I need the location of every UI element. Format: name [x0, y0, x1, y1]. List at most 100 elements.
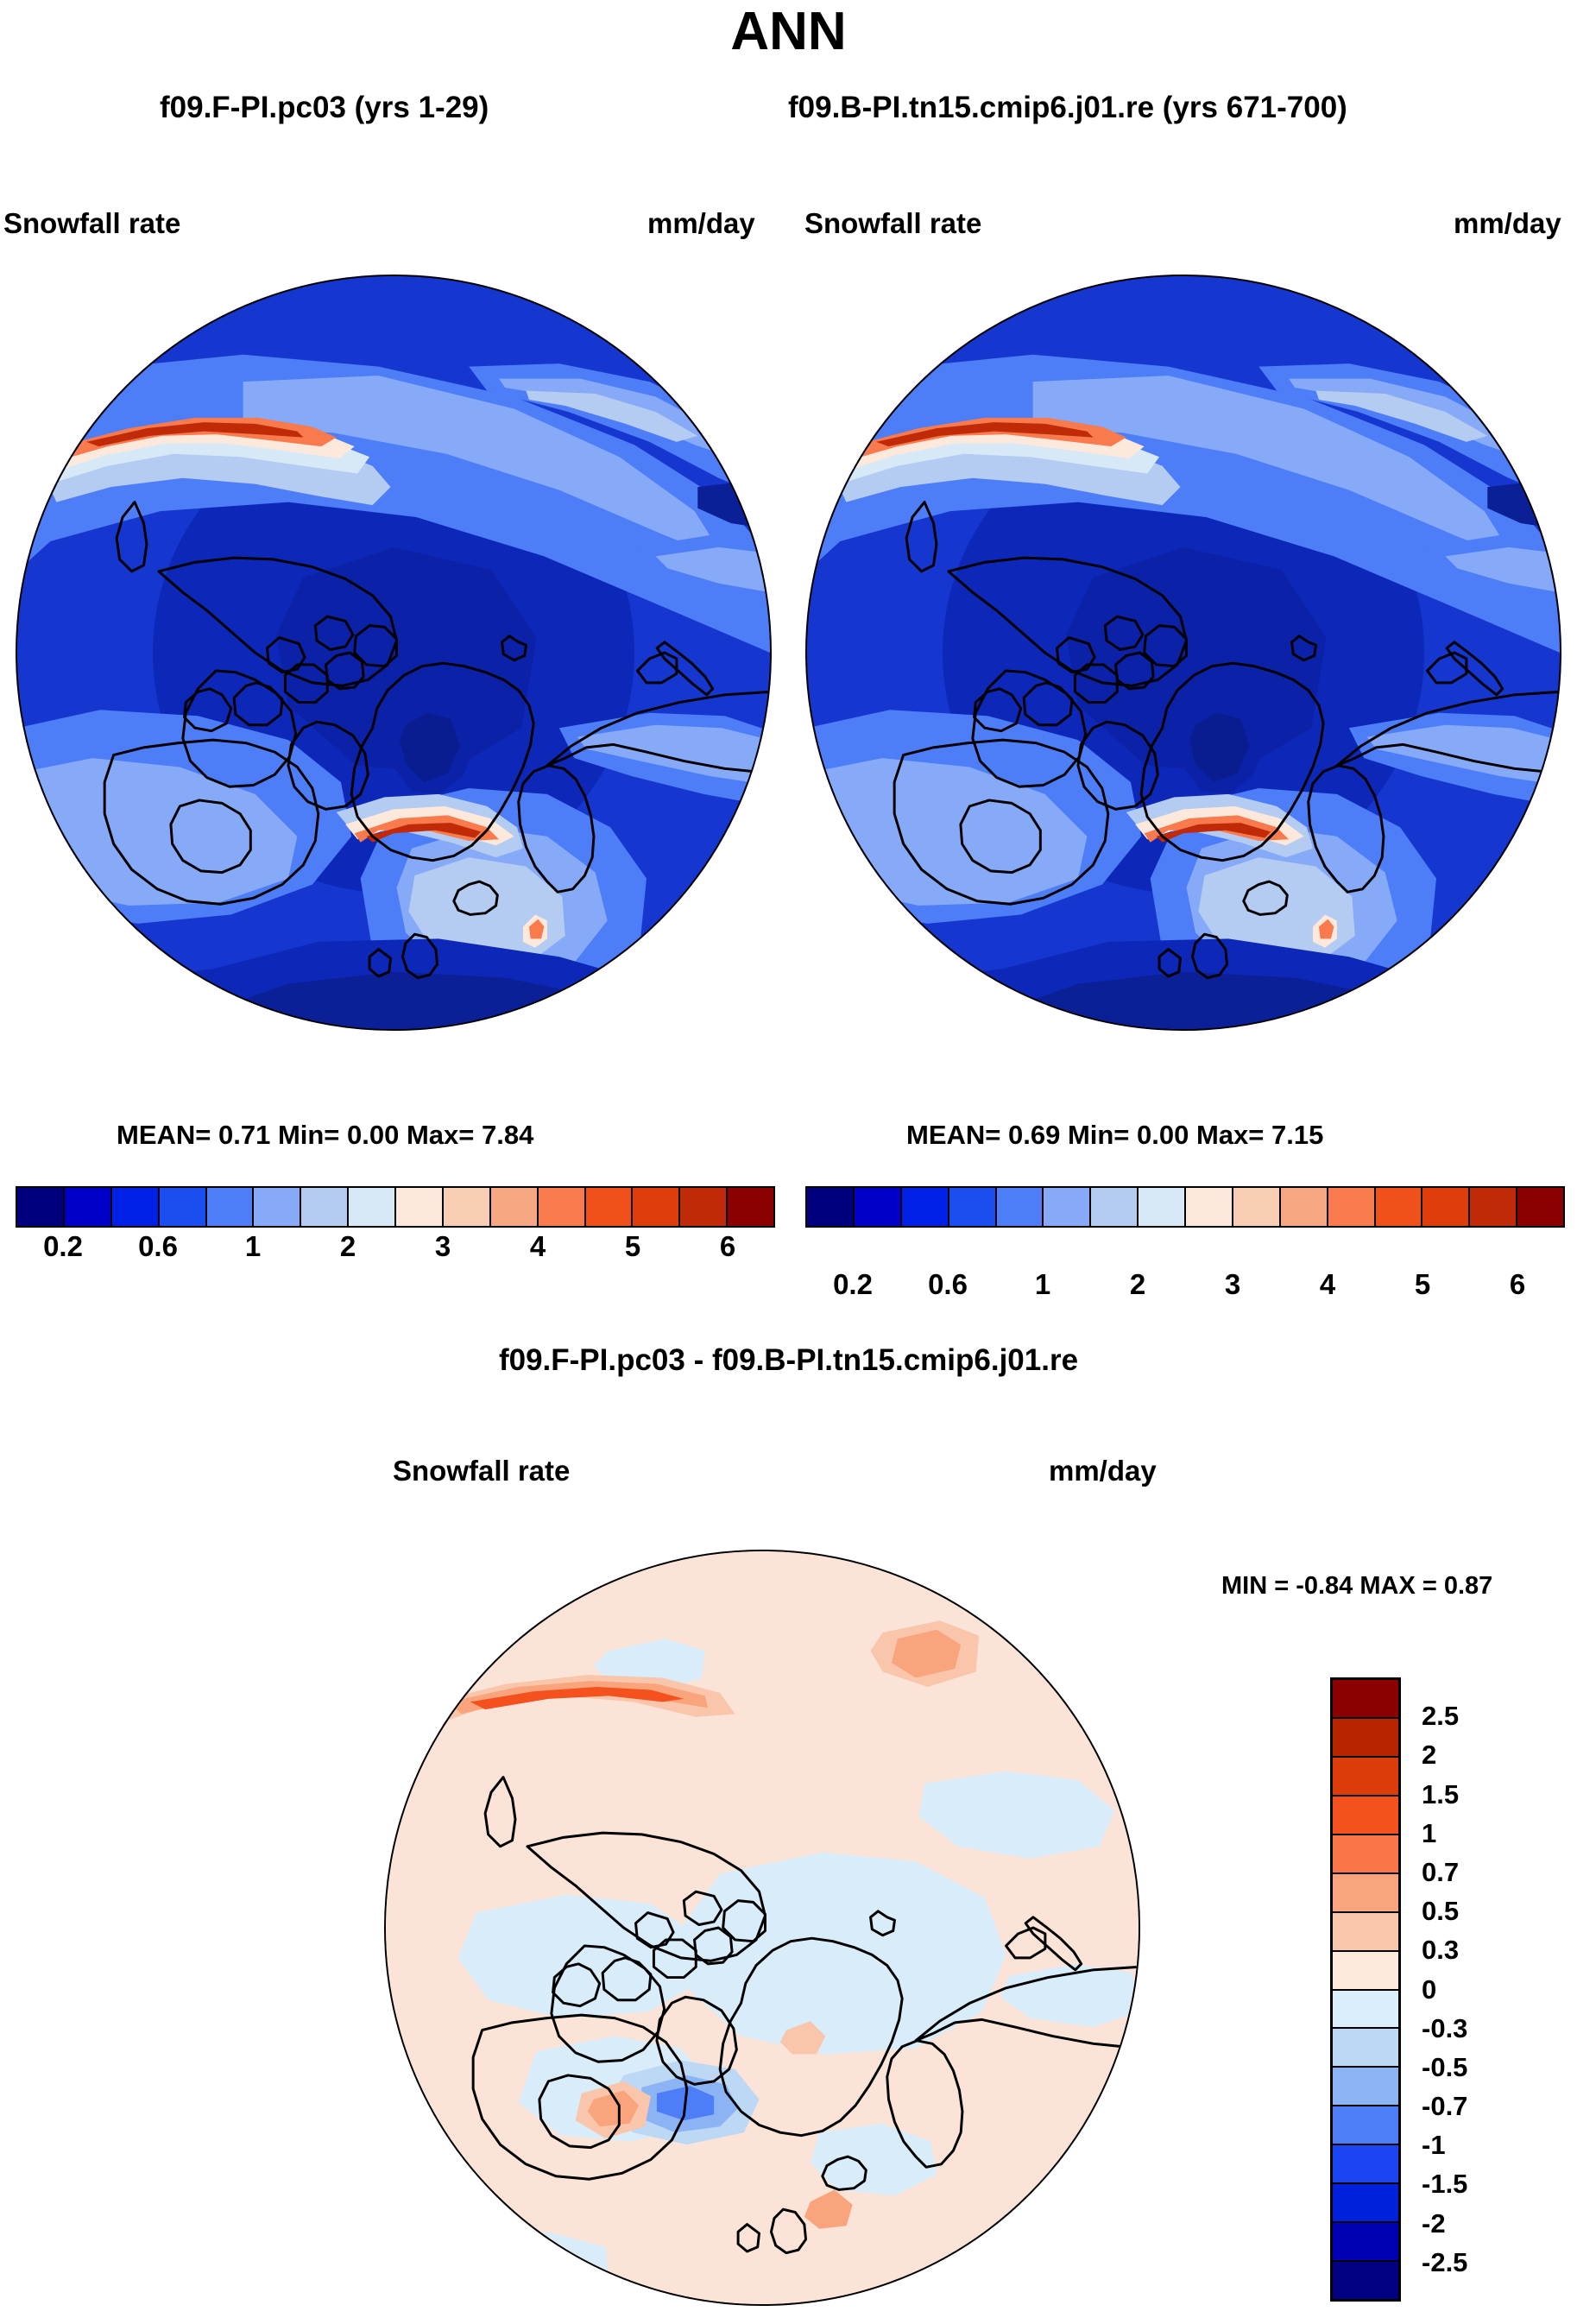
coastline [1024, 1916, 1083, 1972]
colorbar-cell [1333, 1835, 1398, 1874]
colorbar-cell [1333, 2106, 1398, 2146]
map-left-snowfall [16, 275, 772, 1031]
colorbar-cell [1333, 1680, 1398, 1719]
contour-band [470, 1686, 684, 1710]
colorbar-tick-label: 2 [1422, 1740, 1437, 1771]
coastline [471, 2013, 689, 2181]
colorbar-cell [1517, 1188, 1563, 1226]
coastline [1022, 681, 1074, 727]
colorbar-cell [1091, 1188, 1139, 1226]
colorbar-cell [633, 1188, 681, 1226]
map-right-snowfall [805, 275, 1561, 1031]
coastline [634, 1911, 675, 1949]
contour-band [1189, 712, 1250, 782]
colorbar-tick-label: -2.5 [1422, 2246, 1468, 2277]
colorbar-cell [1333, 2145, 1398, 2185]
coastline [325, 651, 365, 691]
contour-band [577, 724, 770, 786]
colorbar-tick-label: 6 [1509, 1268, 1526, 1300]
colorbar-cell [1333, 1990, 1398, 2030]
colorbar-tick-label: 3 [1224, 1268, 1241, 1300]
coastline [353, 624, 398, 668]
coastline [736, 2223, 760, 2253]
colorbar-cell [1186, 1188, 1233, 1226]
left-variable-label: Snowfall rate [3, 207, 181, 239]
contour-band [1366, 724, 1560, 786]
colorbar-cell [854, 1188, 902, 1226]
colorbar-cell [111, 1188, 160, 1226]
coastline [652, 1938, 697, 1980]
colorbar-tick-label: 0.2 [833, 1268, 873, 1300]
colorbar-cell [64, 1188, 112, 1226]
map-right-svg [807, 276, 1560, 1029]
coastline [905, 501, 938, 573]
coastline [501, 635, 527, 662]
contour-band [779, 2021, 826, 2055]
colorbar-tick-label: 2 [339, 1230, 356, 1262]
coastline [655, 1995, 738, 2086]
coastline [682, 1890, 723, 1926]
coastline [769, 2207, 808, 2255]
coastline [1290, 635, 1317, 662]
colorbar-cell [1333, 1873, 1398, 1913]
coastline [1114, 651, 1155, 691]
colorbar-tick-label: 4 [529, 1230, 546, 1262]
colorbar-tick-label: 0 [1422, 1974, 1437, 2005]
colorbar-difference [1330, 1677, 1401, 2302]
map-left-svg [17, 276, 770, 1029]
colorbar-tick-label: 2 [1129, 1268, 1146, 1300]
map-diff-svg [386, 1551, 1139, 2304]
coastline [115, 501, 148, 573]
coastline [1158, 948, 1182, 978]
coastline [601, 1956, 653, 2002]
coastline [313, 615, 355, 651]
coastline [232, 681, 284, 727]
coastline [452, 880, 499, 916]
colorbar-cell [807, 1188, 855, 1226]
contour-band [804, 2189, 853, 2229]
coastline [1073, 663, 1119, 704]
colorbar-cell [585, 1188, 634, 1226]
colorbar-tick-label: 5 [1414, 1268, 1431, 1300]
colorbar-cell [301, 1188, 350, 1226]
contour-band [918, 1771, 1115, 1859]
page-title: ANN [730, 2, 847, 61]
colorbar-cell [728, 1188, 773, 1226]
colorbar-cell [1333, 1796, 1398, 1835]
colorbar-cell [1470, 1188, 1518, 1226]
coastline [183, 687, 233, 733]
colorbar-tick-label: 0.6 [928, 1268, 968, 1300]
contour-band [526, 390, 698, 442]
left-units-label: mm/day [647, 207, 755, 239]
coastline [1445, 641, 1504, 697]
contour-band [17, 758, 298, 906]
colorbar-left [16, 1186, 775, 1228]
contour-band [587, 2090, 639, 2127]
coastline [636, 651, 678, 685]
coastline [538, 2074, 621, 2150]
colorbar-cell [17, 1188, 65, 1226]
colorbar-tick-label: -2 [1422, 2207, 1446, 2239]
coastline [821, 2155, 867, 2191]
colorbar-cell [680, 1188, 729, 1226]
coastline [1103, 615, 1145, 651]
contour-band [243, 376, 725, 559]
contour-band [891, 1629, 962, 1678]
coastline [718, 1936, 904, 2138]
colorbar-tick-label: -0.5 [1422, 2051, 1468, 2082]
coastline [1139, 661, 1325, 862]
colorbar-cell [1333, 2262, 1398, 2299]
colorbar-cell [254, 1188, 302, 1226]
colorbar-cell [206, 1188, 255, 1226]
contour-band [1156, 823, 1271, 843]
colorbar-tick-label: 6 [719, 1230, 736, 1262]
colorbar-cell [538, 1188, 586, 1226]
coastline [546, 690, 770, 775]
colorbar-cell [1044, 1188, 1092, 1226]
diff-units-label: mm/day [1049, 1455, 1157, 1487]
contour-band [457, 1894, 699, 2018]
map-difference [384, 1550, 1140, 2306]
colorbar-tick-label: 0.6 [138, 1230, 178, 1262]
left-stats: MEAN= 0.71 Min= 0.00 Max= 7.84 [117, 1120, 534, 1150]
coastline [1076, 720, 1159, 811]
